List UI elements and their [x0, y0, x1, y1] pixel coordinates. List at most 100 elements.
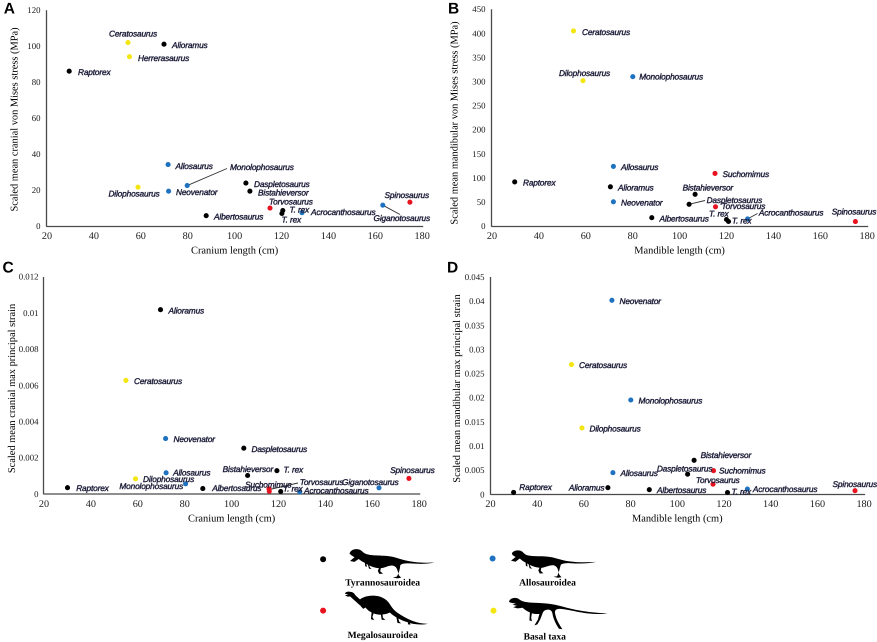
svg-text:0.04: 0.04 [469, 296, 485, 306]
svg-text:100: 100 [224, 499, 239, 510]
svg-text:80: 80 [183, 231, 193, 242]
svg-text:Ceratosaurus: Ceratosaurus [582, 27, 630, 37]
svg-text:180: 180 [415, 231, 430, 242]
svg-text:A: A [4, 0, 15, 17]
svg-text:40: 40 [89, 231, 99, 242]
svg-text:0.006: 0.006 [19, 380, 39, 390]
svg-text:40: 40 [532, 499, 542, 510]
svg-text:T. rex: T. rex [290, 205, 311, 215]
svg-text:300: 300 [472, 77, 486, 87]
svg-text:C: C [3, 260, 14, 277]
svg-text:350: 350 [472, 52, 486, 62]
svg-text:Allosaurus: Allosaurus [620, 162, 658, 172]
svg-text:0: 0 [480, 489, 485, 499]
svg-text:Ceratosaurus: Ceratosaurus [134, 376, 182, 386]
svg-text:20: 20 [42, 231, 52, 242]
svg-text:20: 20 [485, 499, 495, 510]
svg-text:20: 20 [39, 499, 49, 510]
svg-text:0.015: 0.015 [465, 417, 485, 427]
svg-text:Torvosaurus: Torvosaurus [696, 475, 740, 485]
svg-text:160: 160 [365, 499, 380, 510]
svg-text:100: 100 [227, 231, 242, 242]
svg-text:180: 180 [412, 499, 427, 510]
svg-text:0.008: 0.008 [19, 344, 39, 354]
svg-text:Spinosaurus: Spinosaurus [832, 207, 876, 217]
svg-text:Monolophosaurus: Monolophosaurus [230, 162, 294, 172]
svg-text:40: 40 [32, 149, 41, 159]
svg-text:0.01: 0.01 [469, 441, 484, 451]
svg-text:Acrocanthosaurus: Acrocanthosaurus [752, 484, 817, 494]
svg-text:Daspletosaurus: Daspletosaurus [252, 444, 308, 454]
svg-text:Daspletosaurus: Daspletosaurus [254, 179, 310, 189]
svg-text:Alioramus: Alioramus [617, 183, 654, 193]
svg-text:50: 50 [477, 197, 486, 207]
svg-text:Albertosaurus: Albertosaurus [211, 483, 261, 493]
svg-text:60: 60 [133, 499, 143, 510]
svg-text:0.005: 0.005 [465, 465, 485, 475]
svg-text:Albertosaurus: Albertosaurus [656, 485, 706, 495]
svg-text:0.025: 0.025 [465, 369, 485, 379]
svg-text:100: 100 [672, 231, 687, 242]
svg-text:100: 100 [27, 41, 41, 51]
svg-text:Alioramus: Alioramus [168, 306, 205, 316]
svg-text:180: 180 [860, 231, 875, 242]
svg-text:Monolophosaurus: Monolophosaurus [119, 481, 183, 491]
svg-text:Torvosaurus: Torvosaurus [722, 201, 766, 211]
svg-text:T. rex: T. rex [732, 216, 753, 226]
svg-text:180: 180 [856, 499, 871, 510]
svg-text:0.004: 0.004 [19, 417, 39, 427]
svg-text:Raptorex: Raptorex [519, 482, 552, 492]
svg-text:Scaled mean cranial max princi: Scaled mean cranial max principal strain [7, 303, 18, 473]
svg-text:450: 450 [472, 4, 486, 14]
svg-text:Neovenator: Neovenator [176, 187, 219, 197]
svg-text:100: 100 [472, 173, 486, 183]
svg-text:Scaled mean mandibular von Mis: Scaled mean mandibular von Mises stress … [450, 21, 461, 224]
svg-text:Alioramus: Alioramus [568, 483, 605, 493]
svg-text:Giganotosaurus: Giganotosaurus [342, 477, 398, 487]
svg-text:0: 0 [36, 221, 41, 231]
svg-text:Acrocanthosaurus: Acrocanthosaurus [303, 486, 368, 496]
svg-text:120: 120 [274, 231, 289, 242]
svg-text:100: 100 [670, 499, 685, 510]
svg-text:Acrocanthosaurus: Acrocanthosaurus [310, 207, 375, 217]
svg-text:Monolophosaurus: Monolophosaurus [639, 72, 703, 82]
svg-text:T. rex: T. rex [282, 215, 303, 225]
svg-text:Albertosaurus: Albertosaurus [659, 214, 709, 224]
svg-text:140: 140 [766, 231, 781, 242]
svg-text:Raptorex: Raptorex [76, 483, 109, 493]
svg-text:Giganotosaurus: Giganotosaurus [374, 213, 430, 223]
svg-text:120: 120 [271, 499, 286, 510]
svg-text:Dilophosaurus: Dilophosaurus [559, 68, 610, 78]
svg-text:140: 140 [763, 499, 778, 510]
svg-text:0: 0 [34, 489, 39, 499]
svg-text:Ceratosaurus: Ceratosaurus [579, 360, 627, 370]
svg-text:60: 60 [581, 231, 591, 242]
svg-text:Neovenator: Neovenator [174, 434, 217, 444]
svg-text:120: 120 [719, 231, 734, 242]
svg-text:0.02: 0.02 [469, 393, 484, 403]
svg-text:Spinosaurus: Spinosaurus [833, 479, 877, 489]
svg-text:Scaled mean mandibular max pri: Scaled mean mandibular max principal str… [452, 293, 463, 482]
svg-text:Raptorex: Raptorex [523, 178, 556, 188]
svg-text:120: 120 [716, 499, 731, 510]
svg-text:T. rex: T. rex [732, 487, 753, 497]
svg-text:Daspletosaurus: Daspletosaurus [707, 195, 763, 205]
svg-text:60: 60 [579, 499, 589, 510]
svg-text:Bistahieversor: Bistahieversor [223, 464, 275, 474]
svg-text:Allosaurus: Allosaurus [172, 468, 210, 478]
svg-text:Basal taxa: Basal taxa [524, 632, 567, 642]
svg-text:Spinosaurus: Spinosaurus [385, 190, 429, 200]
svg-text:250: 250 [472, 101, 486, 111]
svg-text:Raptorex: Raptorex [78, 67, 111, 77]
svg-text:Allosaurus: Allosaurus [620, 468, 658, 478]
svg-text:140: 140 [318, 499, 333, 510]
svg-text:Spinosaurus: Spinosaurus [390, 465, 434, 475]
svg-text:Alioramus: Alioramus [171, 40, 208, 50]
svg-text:Albertosaurus: Albertosaurus [213, 212, 263, 222]
svg-text:140: 140 [321, 231, 336, 242]
svg-text:0.035: 0.035 [465, 320, 485, 330]
svg-text:Scaled mean cranial von Mises: Scaled mean cranial von Mises stress (MP… [10, 27, 21, 211]
svg-text:Neovenator: Neovenator [621, 198, 664, 208]
svg-text:40: 40 [86, 499, 96, 510]
svg-text:Dilophosaurus: Dilophosaurus [590, 424, 641, 434]
